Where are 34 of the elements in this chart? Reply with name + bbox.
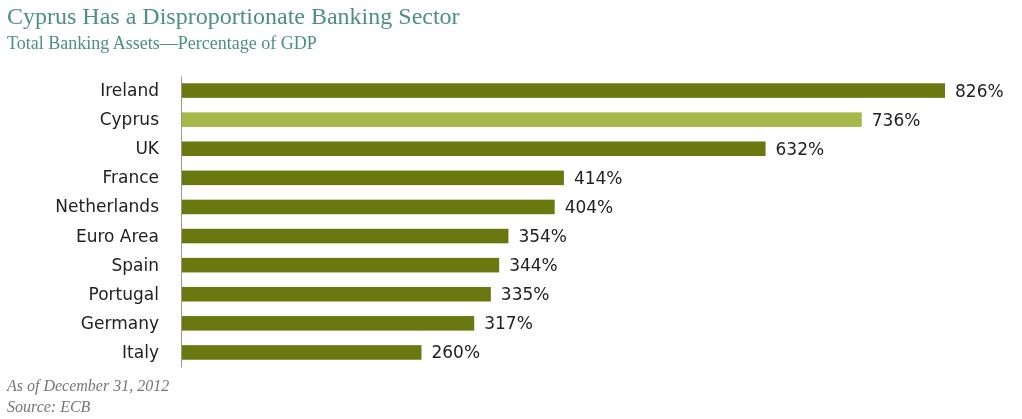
data-label: 335%	[500, 284, 550, 305]
y-tick-label: Cyprus	[99, 109, 160, 130]
bar	[181, 316, 475, 331]
data-label: 404%	[564, 196, 614, 217]
data-label: 317%	[484, 313, 533, 334]
bar	[181, 112, 862, 127]
data-label: 414%	[573, 167, 623, 188]
y-tick-label: Euro Area	[75, 225, 159, 246]
y-tick-label: Spain	[111, 254, 159, 275]
y-tick-label: Ireland	[100, 79, 159, 100]
y-tick-label: UK	[135, 138, 160, 159]
y-tick-label: Germany	[80, 312, 159, 333]
y-tick-label: France	[102, 167, 159, 188]
bar	[181, 170, 564, 186]
data-label: 826%	[955, 80, 1004, 101]
bar	[181, 257, 500, 273]
bar	[181, 345, 422, 360]
text: As of December 31, 2012	[6, 377, 170, 395]
y-tick-label: Portugal	[88, 283, 159, 304]
data-label: 260%	[431, 342, 481, 363]
chart-subtitle: Total Banking Assets—Percentage of GDP	[7, 33, 317, 53]
source-note: Source: ECB	[7, 398, 91, 415]
bar	[181, 83, 945, 98]
bar	[181, 141, 766, 157]
data-label: 632%	[775, 138, 825, 159]
data-label: 344%	[509, 255, 558, 276]
bar	[181, 199, 555, 215]
chart-title: Cyprus Has a Disproportionate Banking Sector	[7, 3, 460, 29]
y-tick-label: Netherlands	[55, 196, 160, 217]
bar	[181, 228, 509, 244]
y-tick-label: Italy	[122, 341, 159, 362]
data-label: 354%	[518, 226, 568, 246]
data-label: 736%	[871, 109, 921, 130]
bar	[181, 286, 491, 302]
